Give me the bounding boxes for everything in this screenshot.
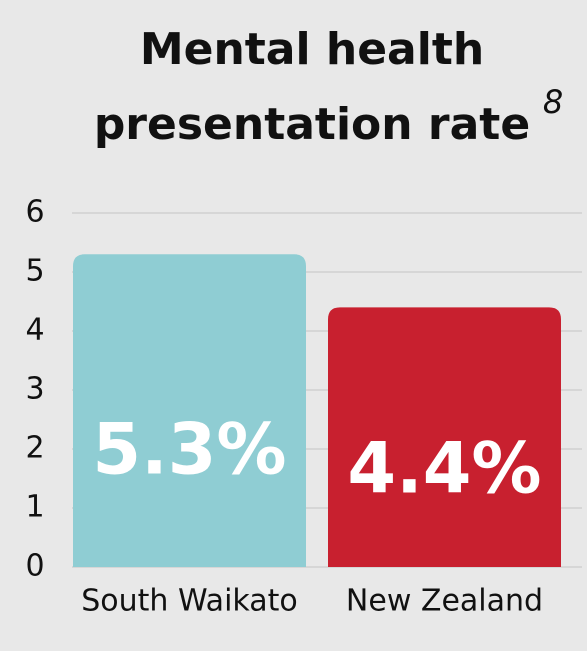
x-tick-label: New Zealand bbox=[346, 584, 543, 619]
y-tick-label: 3 bbox=[25, 372, 44, 407]
y-tick-label: 0 bbox=[25, 549, 44, 584]
value-label: 5.3% bbox=[92, 408, 286, 490]
bar bbox=[328, 307, 561, 567]
y-tick-label: 1 bbox=[25, 490, 44, 525]
y-tick-label: 2 bbox=[25, 431, 44, 466]
value-label: 4.4% bbox=[347, 428, 541, 510]
x-tick-label: South Waikato bbox=[81, 584, 298, 619]
chart-title: Mental health bbox=[140, 24, 484, 75]
footnote-marker: 8 bbox=[543, 83, 563, 121]
chart-title: presentation rate bbox=[94, 99, 530, 150]
bar bbox=[73, 254, 306, 568]
y-tick-label: 6 bbox=[25, 195, 44, 230]
y-tick-label: 5 bbox=[25, 254, 44, 289]
y-tick-label: 4 bbox=[25, 313, 44, 348]
